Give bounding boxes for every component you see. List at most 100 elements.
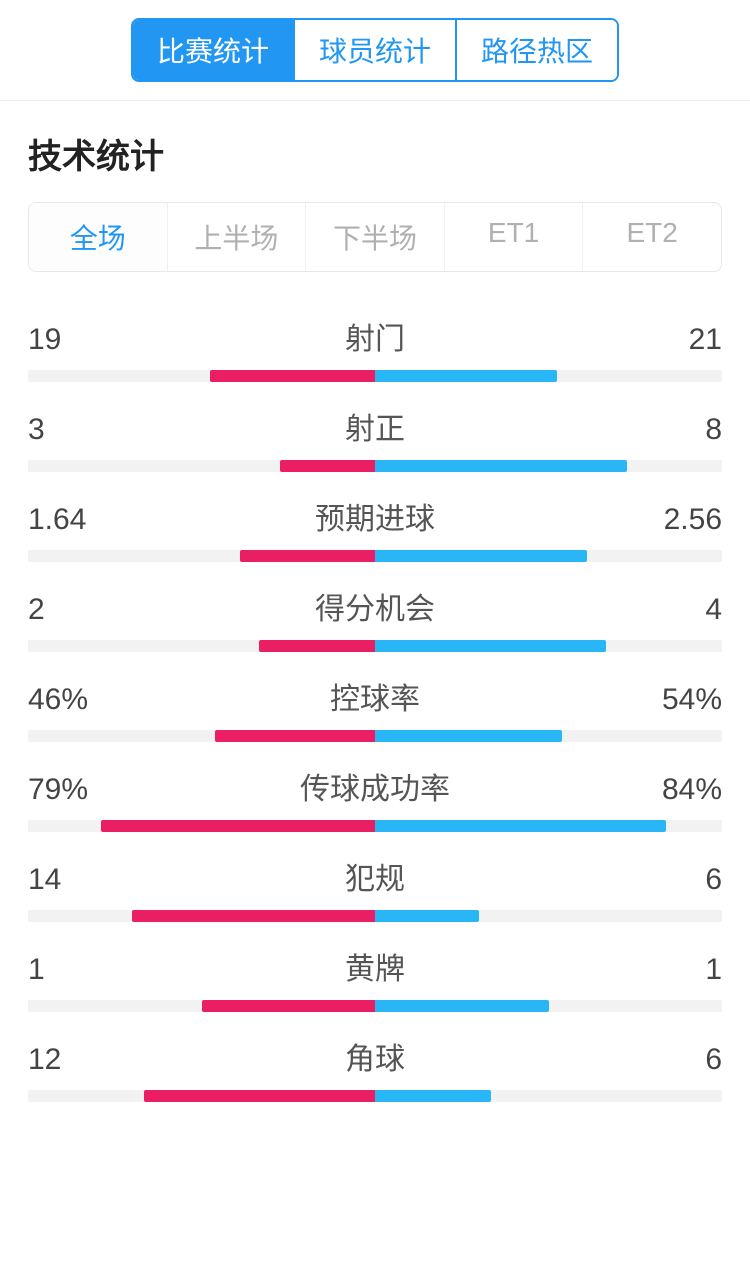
stat-bar-home-fill: [259, 640, 375, 652]
stats-list: 19射门213射正81.64预期进球2.562得分机会446%控球率54%79%…: [0, 282, 750, 1102]
period-tab-first-half[interactable]: 上半场: [167, 203, 306, 271]
stat-bar-away-half: [375, 550, 722, 562]
stat-bar-home-half: [28, 640, 375, 652]
stat-row: 1.64预期进球2.56: [28, 472, 722, 562]
stat-away-value: 1: [652, 953, 722, 987]
stat-row: 46%控球率54%: [28, 652, 722, 742]
stat-name: 得分机会: [98, 584, 652, 628]
stat-row: 1黄牌1: [28, 922, 722, 1012]
stat-bar-home-half: [28, 460, 375, 472]
stat-bar-away-fill: [375, 460, 627, 472]
stat-labels: 1.64预期进球2.56: [28, 494, 722, 538]
stat-bar-away-half: [375, 730, 722, 742]
period-tabs: 全场 上半场 下半场 ET1 ET2: [28, 202, 722, 272]
stat-home-value: 79%: [28, 773, 98, 807]
stat-bar: [28, 1000, 722, 1012]
period-tab-second-half[interactable]: 下半场: [305, 203, 444, 271]
stat-bar-away-half: [375, 910, 722, 922]
stat-bar-away-fill: [375, 1000, 549, 1012]
stat-bar-away-half: [375, 820, 722, 832]
stat-row: 3射正8: [28, 382, 722, 472]
stat-bar-home-fill: [215, 730, 375, 742]
stat-name: 传球成功率: [98, 764, 652, 808]
period-tab-et2[interactable]: ET2: [582, 203, 721, 271]
stat-bar-away-half: [375, 1000, 722, 1012]
stat-bar-home-fill: [202, 1000, 376, 1012]
stat-bar-away-half: [375, 460, 722, 472]
stat-bar-away-half: [375, 370, 722, 382]
stat-labels: 14犯规6: [28, 854, 722, 898]
stat-row: 14犯规6: [28, 832, 722, 922]
stat-bar-home-half: [28, 910, 375, 922]
period-tab-et1[interactable]: ET1: [444, 203, 583, 271]
stat-home-value: 14: [28, 863, 98, 897]
stat-home-value: 46%: [28, 683, 98, 717]
stat-away-value: 21: [652, 323, 722, 357]
stat-bar-away-fill: [375, 910, 479, 922]
stat-bar-home-fill: [144, 1090, 375, 1102]
stat-row: 12角球6: [28, 1012, 722, 1102]
stat-bar-home-half: [28, 820, 375, 832]
stat-away-value: 54%: [652, 683, 722, 717]
top-tab-heatmap[interactable]: 路径热区: [457, 20, 617, 80]
stat-home-value: 1: [28, 953, 98, 987]
stat-bar-home-half: [28, 1000, 375, 1012]
stat-name: 射门: [98, 314, 652, 358]
stat-bar-away-fill: [375, 640, 606, 652]
stat-name: 控球率: [98, 674, 652, 718]
stat-name: 黄牌: [98, 944, 652, 988]
stat-home-value: 1.64: [28, 503, 98, 537]
stat-bar: [28, 820, 722, 832]
stat-labels: 19射门21: [28, 314, 722, 358]
stat-bar-away-fill: [375, 1090, 491, 1102]
stat-bar-away-half: [375, 1090, 722, 1102]
period-tab-full[interactable]: 全场: [29, 203, 167, 271]
stat-bar-away-fill: [375, 370, 557, 382]
stat-row: 2得分机会4: [28, 562, 722, 652]
section-title: 技术统计: [0, 101, 750, 202]
top-tab-player-stats[interactable]: 球员统计: [295, 20, 457, 80]
stat-labels: 1黄牌1: [28, 944, 722, 988]
stat-labels: 2得分机会4: [28, 584, 722, 628]
stat-bar: [28, 1090, 722, 1102]
stat-home-value: 12: [28, 1043, 98, 1077]
stat-away-value: 2.56: [652, 503, 722, 537]
stat-bar-home-fill: [132, 910, 375, 922]
stat-labels: 79%传球成功率84%: [28, 764, 722, 808]
stat-bar: [28, 370, 722, 382]
stat-home-value: 19: [28, 323, 98, 357]
stat-bar-home-fill: [240, 550, 375, 562]
stat-bar: [28, 730, 722, 742]
stat-bar-home-half: [28, 550, 375, 562]
stat-bar-away-fill: [375, 730, 562, 742]
stat-labels: 3射正8: [28, 404, 722, 448]
stat-name: 射正: [98, 404, 652, 448]
stat-labels: 12角球6: [28, 1034, 722, 1078]
stat-bar-home-fill: [210, 370, 375, 382]
stat-bar-home-half: [28, 370, 375, 382]
stat-bar-home-half: [28, 1090, 375, 1102]
stat-home-value: 3: [28, 413, 98, 447]
stat-bar-home-fill: [101, 820, 375, 832]
stat-labels: 46%控球率54%: [28, 674, 722, 718]
stat-bar-away-fill: [375, 820, 666, 832]
stat-bar: [28, 550, 722, 562]
stat-bar-away-half: [375, 640, 722, 652]
stat-away-value: 4: [652, 593, 722, 627]
top-tab-match-stats[interactable]: 比赛统计: [133, 20, 295, 80]
stat-bar-home-half: [28, 730, 375, 742]
stat-away-value: 84%: [652, 773, 722, 807]
stat-away-value: 6: [652, 1043, 722, 1077]
stat-row: 79%传球成功率84%: [28, 742, 722, 832]
stat-bar-home-fill: [280, 460, 375, 472]
stat-name: 角球: [98, 1034, 652, 1078]
stat-name: 犯规: [98, 854, 652, 898]
stat-bar: [28, 910, 722, 922]
stat-away-value: 6: [652, 863, 722, 897]
top-tabs-container: 比赛统计 球员统计 路径热区: [0, 0, 750, 101]
stat-bar: [28, 640, 722, 652]
stat-name: 预期进球: [98, 494, 652, 538]
stat-bar-away-fill: [375, 550, 587, 562]
stat-home-value: 2: [28, 593, 98, 627]
top-tabs: 比赛统计 球员统计 路径热区: [131, 18, 619, 82]
